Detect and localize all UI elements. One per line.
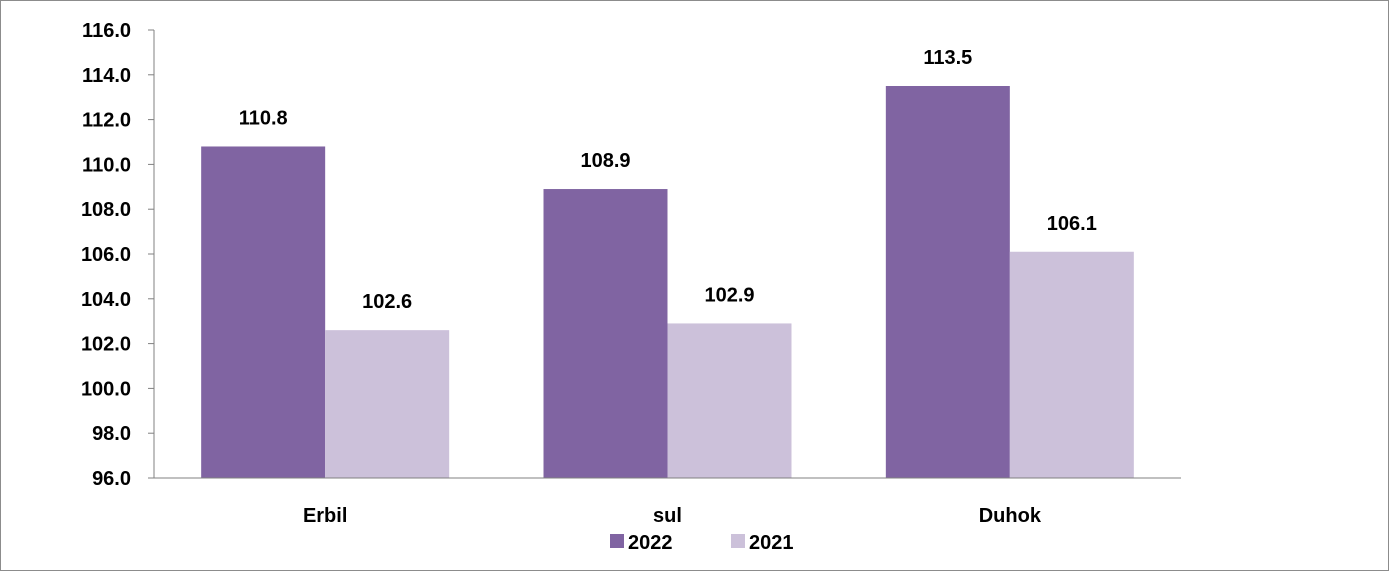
category-label: Duhok xyxy=(979,505,1042,527)
legend-label: 2021 xyxy=(749,532,794,554)
y-tick-label: 100.0 xyxy=(81,378,131,400)
bars xyxy=(201,86,1134,479)
x-axis-categories: Erbil sul Duhok xyxy=(303,505,1042,527)
y-tick-label: 106.0 xyxy=(81,244,131,266)
bar-sul-2021 xyxy=(667,323,792,478)
y-axis-ticks: 96.0 98.0 100.0 102.0 104.0 106.0 108.0 110.0 11… xyxy=(81,20,154,490)
axes xyxy=(153,30,1181,479)
y-tick-label: 112.0 xyxy=(82,110,131,132)
y-tick-label: 104.0 xyxy=(81,289,131,311)
y-tick-label: 108.0 xyxy=(81,199,131,221)
y-tick-label: 102.0 xyxy=(81,334,131,356)
legend-swatch-2021 xyxy=(731,534,745,548)
data-label: 102.6 xyxy=(362,291,412,313)
legend: 2022 2021 xyxy=(610,532,794,554)
y-tick-label: 110.0 xyxy=(82,154,131,176)
data-label: 110.8 xyxy=(239,107,288,129)
bar-erbil-2022 xyxy=(201,146,326,479)
legend-swatch-2022 xyxy=(610,534,624,548)
data-label: 102.9 xyxy=(704,284,754,306)
y-tick-label: 116.0 xyxy=(82,20,131,42)
data-label: 106.1 xyxy=(1047,213,1097,235)
bar-erbil-2021 xyxy=(325,330,450,478)
category-label: Erbil xyxy=(303,505,347,527)
category-label: sul xyxy=(653,505,682,527)
y-tick-label: 114.0 xyxy=(82,65,131,87)
y-tick-label: 98.0 xyxy=(92,423,131,445)
legend-label: 2022 xyxy=(628,532,673,554)
data-labels: 110.8 102.6 108.9 102.9 113.5 106.1 xyxy=(239,47,1097,313)
data-label: 108.9 xyxy=(580,150,630,172)
y-tick-label: 96.0 xyxy=(92,468,131,490)
bar-sul-2022 xyxy=(543,189,668,479)
bar-duhok-2021 xyxy=(1009,251,1134,478)
bar-duhok-2022 xyxy=(885,86,1010,478)
data-label: 113.5 xyxy=(923,47,972,69)
